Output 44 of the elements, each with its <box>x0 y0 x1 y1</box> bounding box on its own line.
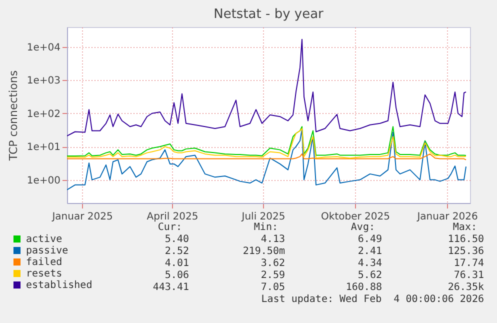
text: 2.52 <box>164 246 189 258</box>
x-tick-label: April 2025 <box>146 212 198 222</box>
line-series <box>67 128 466 190</box>
legend-label: active <box>26 234 62 245</box>
text: 125.36 <box>448 246 484 258</box>
text: 2.59 <box>260 270 285 282</box>
y-tick-label: 1e+01 <box>26 142 60 154</box>
text: Avg: <box>350 222 375 234</box>
text: Cur: <box>158 222 182 234</box>
chart-title: Netstat - by year <box>214 7 324 22</box>
text: 5.06 <box>164 270 189 282</box>
text: Last update: Wed Feb 4 00:00:06 2026 <box>261 294 484 306</box>
text: 5.40 <box>164 234 189 246</box>
y-tick-label: 1e+00 <box>26 175 60 186</box>
y-axis-title: TCP connections <box>6 70 20 162</box>
x-tick-label: Oktober 2025 <box>321 212 390 222</box>
text: 4.34 <box>358 258 382 270</box>
text: 160.88 <box>346 282 382 294</box>
text: 5.62 <box>358 270 382 282</box>
text: 443.41 <box>152 282 189 294</box>
legend-label: resets <box>26 268 62 280</box>
text: 17.74 <box>454 258 484 270</box>
text: 4.13 <box>260 234 285 246</box>
text: 6.49 <box>358 234 382 246</box>
y-tick-label: 1e+03 <box>26 76 60 87</box>
text: 26.35k <box>448 282 484 294</box>
text: 219.50m <box>242 246 285 258</box>
y-tick-label: 1e+02 <box>26 108 60 120</box>
text: 4.01 <box>164 258 189 270</box>
legend-label: passive <box>26 246 68 256</box>
text: 116.50 <box>448 234 484 246</box>
text: Max: <box>452 222 477 234</box>
x-tick-label: Januar 2025 <box>51 212 113 222</box>
line-series <box>67 38 466 136</box>
text: Min: <box>254 222 278 234</box>
text: 7.05 <box>260 282 285 294</box>
x-tick-label: Juli 2025 <box>240 212 286 222</box>
text: 76.31 <box>454 270 484 282</box>
y-tick-label: 1e+04 <box>26 42 60 54</box>
legend-label: established <box>26 280 92 291</box>
legend-label: failed <box>26 257 62 268</box>
x-tick-label: Januar 2026 <box>416 212 478 222</box>
text: 3.62 <box>260 258 285 270</box>
text: 2.41 <box>358 246 382 258</box>
